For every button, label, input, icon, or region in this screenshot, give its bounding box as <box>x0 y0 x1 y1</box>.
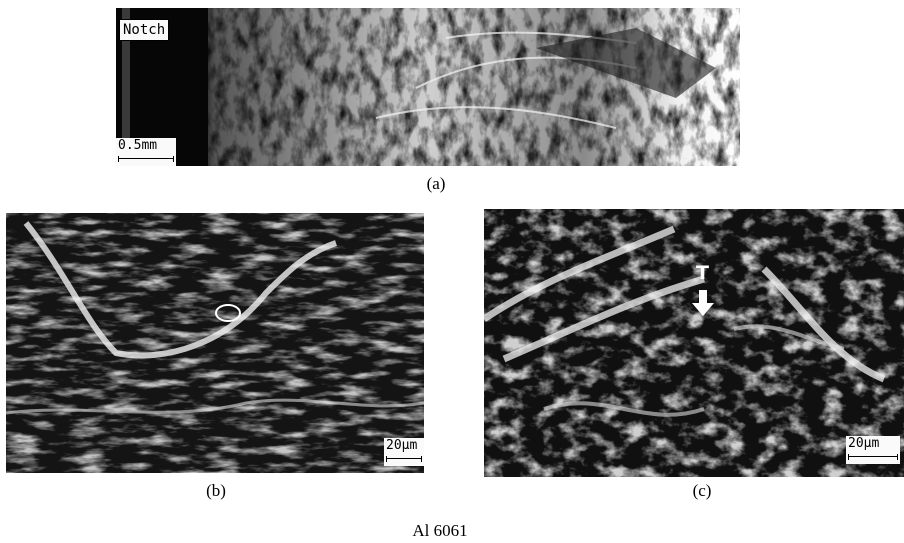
fracture-surface-a <box>116 8 740 166</box>
scale-bar-c-line <box>848 454 898 460</box>
fracture-surface-c <box>484 209 904 477</box>
scale-bar-c: 20μm <box>846 436 900 464</box>
fractograph-b <box>6 213 424 473</box>
caption-b: (b) <box>206 481 226 500</box>
scale-bar-a-line <box>118 156 174 162</box>
scale-bar-c-label: 20μm <box>848 436 880 451</box>
scale-bar-b: 20μm <box>384 438 424 466</box>
scale-bar-a: 0.5mm <box>116 138 176 166</box>
fracture-surface-b <box>6 213 424 473</box>
caption-a: (a) <box>426 174 446 193</box>
caption-c: (c) <box>692 481 712 500</box>
notch-label: Notch <box>119 19 170 41</box>
material-label: Al 6061 <box>412 521 468 540</box>
scale-bar-b-label: 20μm <box>386 438 418 453</box>
down-arrow-icon <box>692 290 714 321</box>
scale-bar-a-label: 0.5mm <box>118 138 158 153</box>
scale-bar-b-line <box>386 456 422 462</box>
marker-t-label: T <box>696 262 709 284</box>
fractograph-a <box>116 8 740 166</box>
fractograph-c <box>484 209 904 477</box>
